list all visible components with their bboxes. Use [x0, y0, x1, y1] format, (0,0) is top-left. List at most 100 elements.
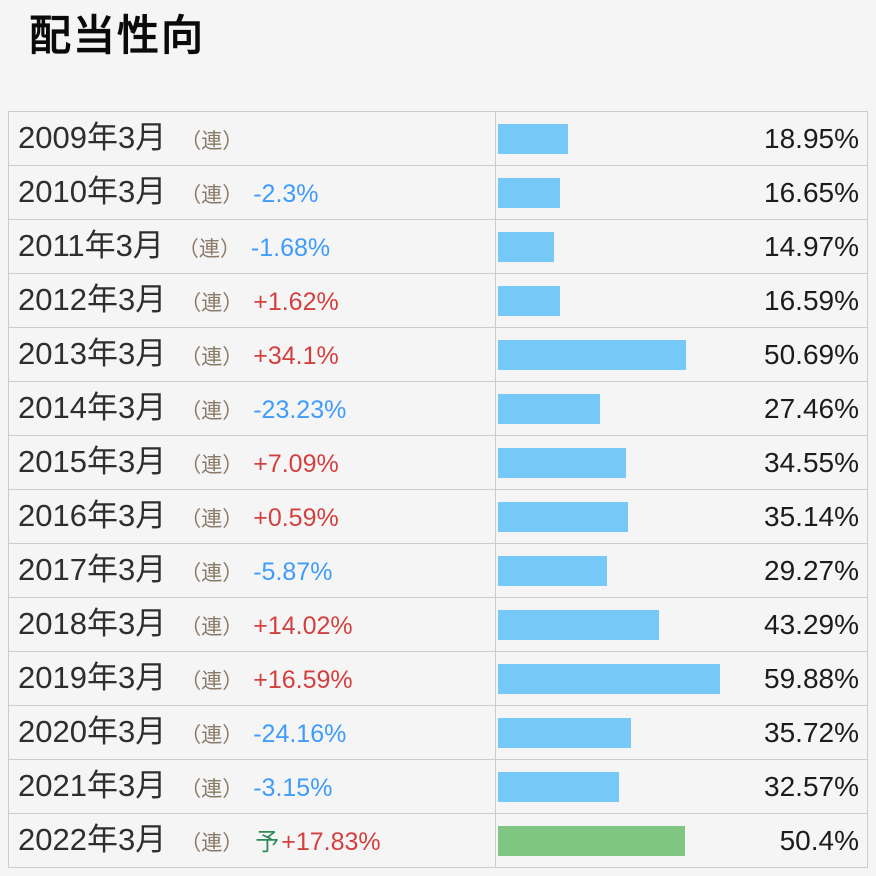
- row-bar-cell: 43.29%: [496, 598, 867, 651]
- row-year-label: 2022年3月: [18, 822, 167, 857]
- row-year-label: 2017年3月: [18, 552, 167, 587]
- row-label-cell: 2016年3月 （連） +0.59%: [9, 490, 496, 543]
- row-change-percent: -5.87%: [253, 558, 333, 586]
- row-value-bar: [498, 339, 686, 370]
- row-consolidated-tag: （連）: [180, 292, 244, 315]
- row-forecast-mark: 予: [255, 829, 280, 856]
- table-row: 2010年3月 （連） -2.3% 16.65%: [9, 166, 867, 220]
- table-row: 2022年3月 （連） 予+17.83% 50.4%: [9, 814, 867, 868]
- table-row: 2009年3月 （連） 18.95%: [9, 112, 867, 166]
- row-value-label: 18.95%: [764, 122, 859, 154]
- row-label-cell: 2022年3月 （連） 予+17.83%: [9, 814, 496, 867]
- row-value-label: 16.65%: [764, 176, 859, 208]
- row-bar-cell: 59.88%: [496, 652, 867, 705]
- row-change-percent: -2.3%: [253, 180, 319, 208]
- row-value-label: 14.97%: [764, 230, 859, 262]
- row-value-bar: [498, 555, 607, 586]
- row-consolidated-tag: （連）: [177, 238, 241, 261]
- row-value-bar: [498, 501, 628, 532]
- table-row: 2014年3月 （連） -23.23% 27.46%: [9, 382, 867, 436]
- row-value-label: 34.55%: [764, 446, 859, 478]
- row-year-label: 2009年3月: [18, 120, 167, 155]
- row-value-bar: [498, 717, 631, 748]
- row-value-bar: [498, 231, 554, 262]
- table-row: 2016年3月 （連） +0.59% 35.14%: [9, 490, 867, 544]
- row-year-label: 2010年3月: [18, 174, 167, 209]
- row-label-cell: 2018年3月 （連） +14.02%: [9, 598, 496, 651]
- payout-ratio-table: 2009年3月 （連） 18.95% 2010年3月 （連） -2.3% 16.65%…: [8, 111, 868, 868]
- row-value-label: 59.88%: [764, 662, 859, 694]
- row-value-bar: [498, 123, 568, 154]
- row-consolidated-tag: （連）: [180, 562, 244, 585]
- row-label-cell: 2013年3月 （連） +34.1%: [9, 328, 496, 381]
- row-bar-cell: 16.59%: [496, 274, 867, 327]
- row-change-percent: +0.59%: [253, 504, 339, 532]
- row-consolidated-tag: （連）: [180, 616, 244, 639]
- row-label-cell: 2021年3月 （連） -3.15%: [9, 760, 496, 813]
- row-consolidated-tag: （連）: [180, 400, 244, 423]
- row-consolidated-tag: （連）: [180, 346, 244, 369]
- row-consolidated-tag: （連）: [180, 130, 244, 153]
- row-change-percent: -1.68%: [250, 234, 331, 262]
- row-label-cell: 2009年3月 （連）: [9, 112, 496, 165]
- row-value-bar: [498, 285, 560, 316]
- row-change-percent: +34.1%: [253, 342, 339, 370]
- row-change-percent: +16.59%: [253, 666, 353, 694]
- row-value-bar: [498, 825, 685, 856]
- row-value-label: 29.27%: [764, 554, 859, 586]
- row-label-cell: 2019年3月 （連） +16.59%: [9, 652, 496, 705]
- row-consolidated-tag: （連）: [180, 724, 244, 747]
- row-label-cell: 2012年3月 （連） +1.62%: [9, 274, 496, 327]
- row-bar-cell: 50.69%: [496, 328, 867, 381]
- row-consolidated-tag: （連）: [180, 454, 244, 477]
- row-year-label: 2012年3月: [18, 282, 167, 317]
- row-bar-cell: 18.95%: [496, 112, 867, 165]
- row-change-percent: +17.83%: [281, 828, 381, 856]
- table-row: 2019年3月 （連） +16.59% 59.88%: [9, 652, 867, 706]
- row-bar-cell: 27.46%: [496, 382, 867, 435]
- row-change-percent: -23.23%: [253, 396, 347, 424]
- row-year-label: 2013年3月: [18, 336, 167, 371]
- row-label-cell: 2011年3月 （連） -1.68%: [9, 220, 496, 273]
- row-consolidated-tag: （連）: [180, 778, 244, 801]
- row-label-cell: 2010年3月 （連） -2.3%: [9, 166, 496, 219]
- table-row: 2020年3月 （連） -24.16% 35.72%: [9, 706, 867, 760]
- row-value-bar: [498, 663, 720, 694]
- row-change-percent: +1.62%: [253, 288, 339, 316]
- row-bar-cell: 35.72%: [496, 706, 867, 759]
- row-change-percent: -3.15%: [253, 774, 333, 802]
- row-change-percent: -24.16%: [253, 720, 347, 748]
- row-consolidated-tag: （連）: [180, 184, 244, 207]
- row-value-label: 35.72%: [764, 716, 859, 748]
- row-bar-cell: 35.14%: [496, 490, 867, 543]
- row-year-label: 2019年3月: [18, 660, 167, 695]
- row-consolidated-tag: （連）: [180, 832, 244, 855]
- page-title: 配当性向: [29, 12, 206, 59]
- row-value-label: 43.29%: [764, 608, 859, 640]
- row-year-label: 2014年3月: [18, 390, 167, 425]
- row-year-label: 2015年3月: [18, 444, 167, 479]
- row-change-percent: +7.09%: [253, 450, 339, 478]
- row-value-label: 35.14%: [764, 500, 859, 532]
- table-row: 2011年3月 （連） -1.68% 14.97%: [9, 220, 867, 274]
- row-value-label: 16.59%: [764, 284, 859, 316]
- row-consolidated-tag: （連）: [180, 508, 244, 531]
- payout-table-body: 2009年3月 （連） 18.95% 2010年3月 （連） -2.3% 16.65%…: [9, 112, 867, 868]
- row-label-cell: 2015年3月 （連） +7.09%: [9, 436, 496, 489]
- row-bar-cell: 34.55%: [496, 436, 867, 489]
- row-label-cell: 2017年3月 （連） -5.87%: [9, 544, 496, 597]
- table-row: 2018年3月 （連） +14.02% 43.29%: [9, 598, 867, 652]
- row-label-cell: 2020年3月 （連） -24.16%: [9, 706, 496, 759]
- row-label-cell: 2014年3月 （連） -23.23%: [9, 382, 496, 435]
- row-value-bar: [498, 393, 600, 424]
- row-value-bar: [498, 177, 560, 208]
- row-value-label: 27.46%: [764, 392, 859, 424]
- row-bar-cell: 16.65%: [496, 166, 867, 219]
- row-value-label: 50.69%: [764, 338, 859, 370]
- row-year-label: 2016年3月: [18, 498, 167, 533]
- table-row: 2015年3月 （連） +7.09% 34.55%: [9, 436, 867, 490]
- row-bar-cell: 14.97%: [496, 220, 867, 273]
- row-change-percent: +14.02%: [253, 612, 353, 640]
- row-year-label: 2018年3月: [18, 606, 167, 641]
- table-row: 2017年3月 （連） -5.87% 29.27%: [9, 544, 867, 598]
